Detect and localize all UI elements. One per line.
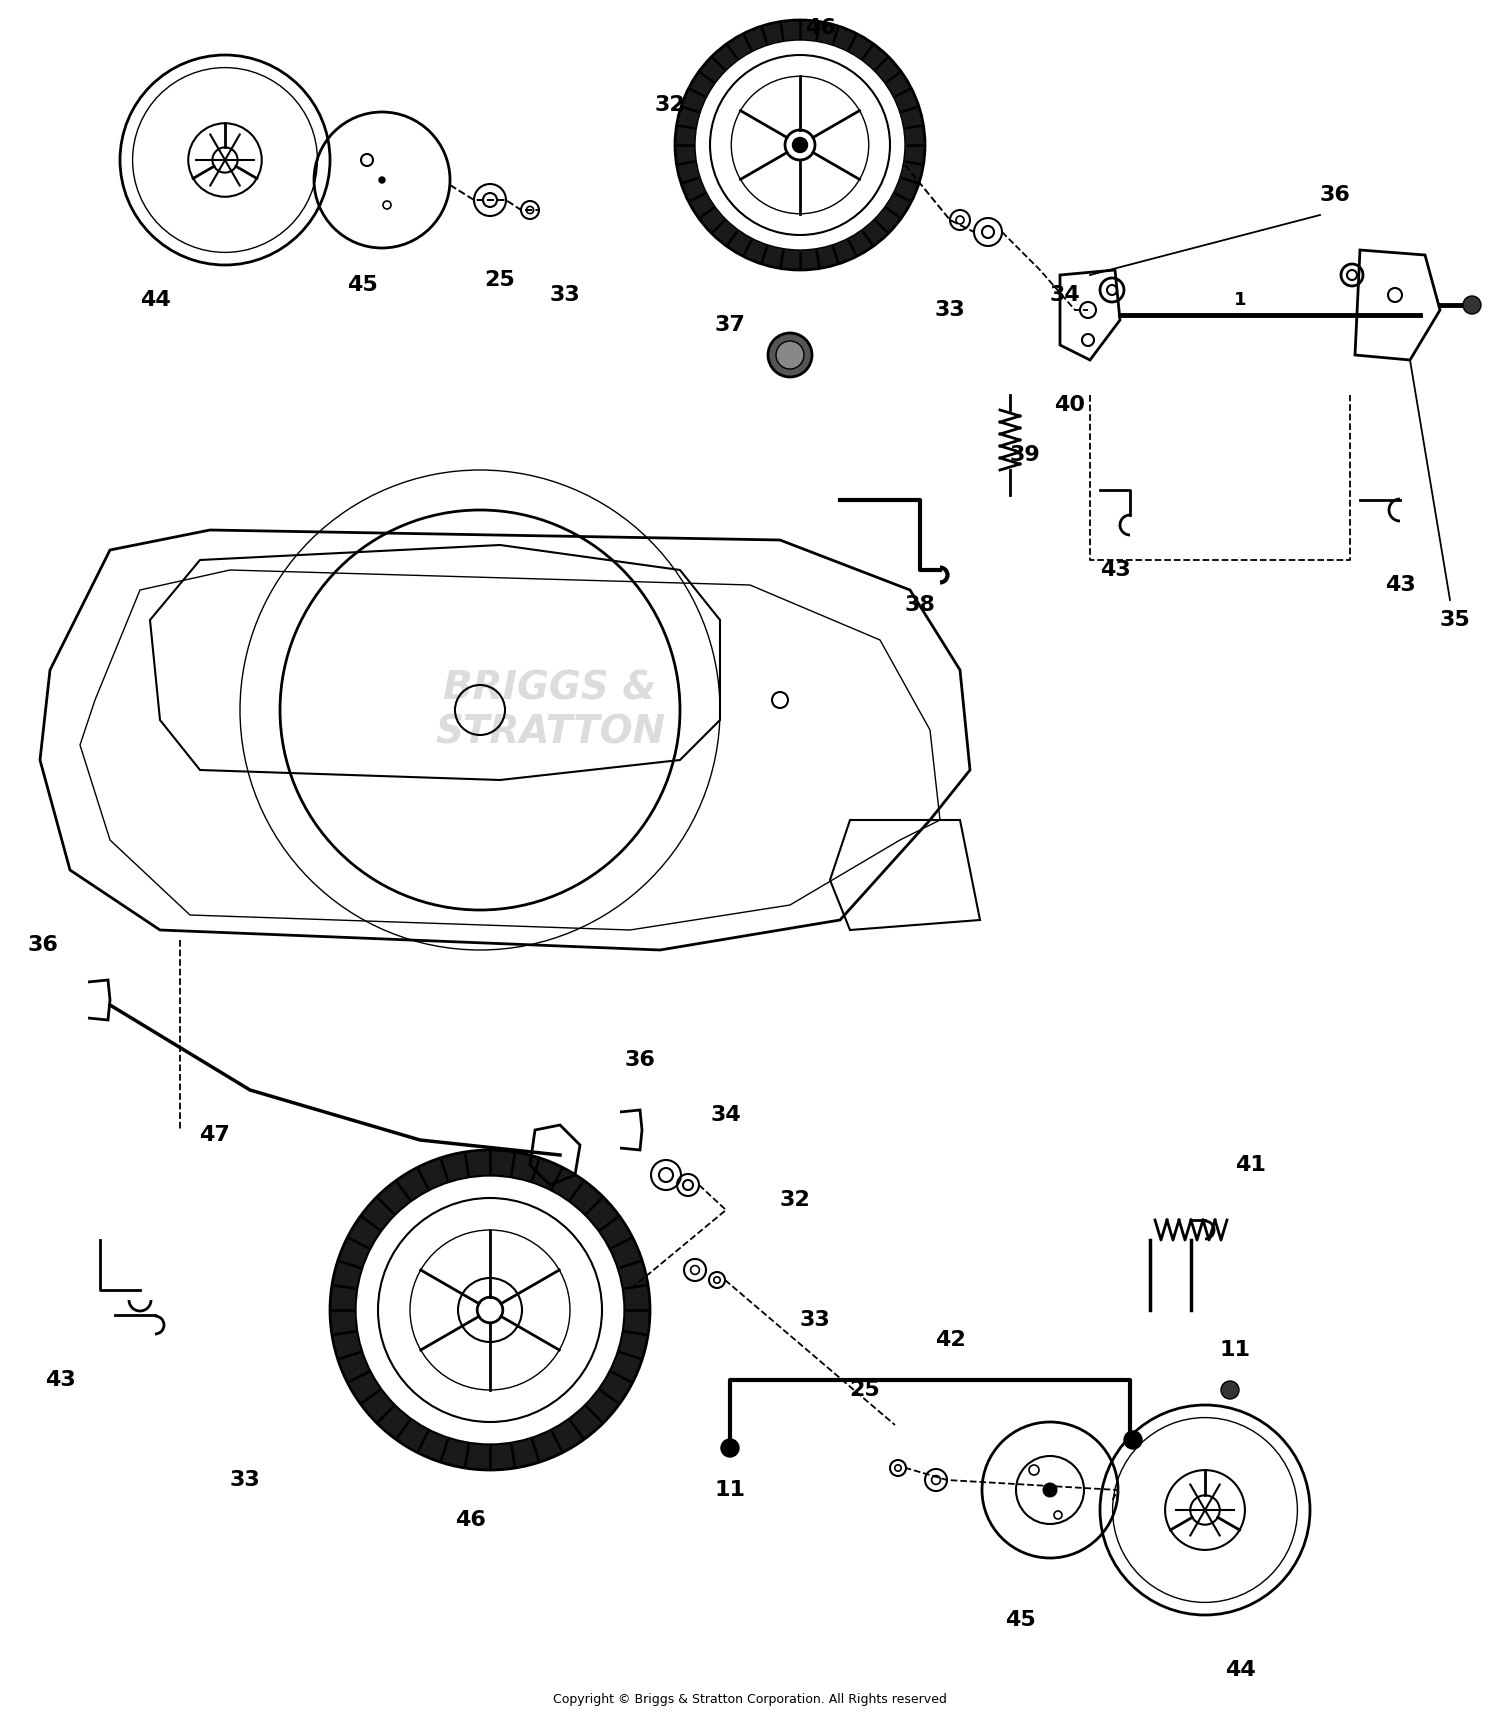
Text: Copyright © Briggs & Stratton Corporation. All Rights reserved: Copyright © Briggs & Stratton Corporatio… bbox=[554, 1694, 946, 1706]
Text: 42: 42 bbox=[934, 1329, 966, 1350]
Text: 33: 33 bbox=[230, 1470, 261, 1490]
Circle shape bbox=[1462, 296, 1480, 313]
Text: 45: 45 bbox=[1005, 1610, 1035, 1631]
Text: 33: 33 bbox=[549, 284, 580, 305]
Circle shape bbox=[768, 332, 812, 377]
Text: 38: 38 bbox=[904, 594, 936, 615]
Text: 44: 44 bbox=[140, 289, 171, 310]
Text: 46: 46 bbox=[804, 19, 836, 38]
Text: 36: 36 bbox=[624, 1050, 656, 1071]
Text: 43: 43 bbox=[1384, 576, 1416, 594]
Text: 36: 36 bbox=[1320, 185, 1350, 206]
Text: 25: 25 bbox=[849, 1381, 880, 1400]
Circle shape bbox=[792, 137, 807, 152]
Circle shape bbox=[694, 39, 904, 250]
Text: 33: 33 bbox=[934, 300, 966, 320]
Text: 44: 44 bbox=[1224, 1660, 1256, 1680]
Text: 36: 36 bbox=[27, 935, 58, 956]
Text: 39: 39 bbox=[1010, 445, 1041, 464]
Text: 11: 11 bbox=[714, 1480, 746, 1501]
Circle shape bbox=[722, 1439, 740, 1458]
Circle shape bbox=[776, 341, 804, 368]
Text: 34: 34 bbox=[711, 1105, 741, 1125]
Text: 37: 37 bbox=[714, 315, 746, 336]
Text: 11: 11 bbox=[1220, 1340, 1251, 1360]
Text: 34: 34 bbox=[1050, 284, 1080, 305]
Text: 43: 43 bbox=[1100, 560, 1131, 581]
Text: 40: 40 bbox=[1054, 396, 1086, 415]
Text: 33: 33 bbox=[800, 1310, 831, 1329]
Circle shape bbox=[1124, 1430, 1142, 1449]
Circle shape bbox=[330, 1149, 650, 1470]
Text: 45: 45 bbox=[346, 276, 378, 295]
Circle shape bbox=[1221, 1381, 1239, 1400]
Text: 32: 32 bbox=[654, 94, 686, 115]
Text: 32: 32 bbox=[780, 1191, 810, 1209]
Text: 25: 25 bbox=[484, 271, 516, 289]
Circle shape bbox=[356, 1175, 624, 1444]
Text: 46: 46 bbox=[454, 1509, 486, 1530]
Text: 47: 47 bbox=[200, 1125, 231, 1144]
Circle shape bbox=[675, 21, 926, 271]
Text: 41: 41 bbox=[1234, 1155, 1266, 1175]
Text: 1: 1 bbox=[1233, 291, 1246, 308]
Circle shape bbox=[380, 176, 386, 183]
Text: BRIGGS &
STRATTON: BRIGGS & STRATTON bbox=[435, 670, 664, 750]
Text: 35: 35 bbox=[1440, 610, 1470, 630]
Circle shape bbox=[1042, 1483, 1058, 1497]
Text: 43: 43 bbox=[45, 1370, 75, 1389]
